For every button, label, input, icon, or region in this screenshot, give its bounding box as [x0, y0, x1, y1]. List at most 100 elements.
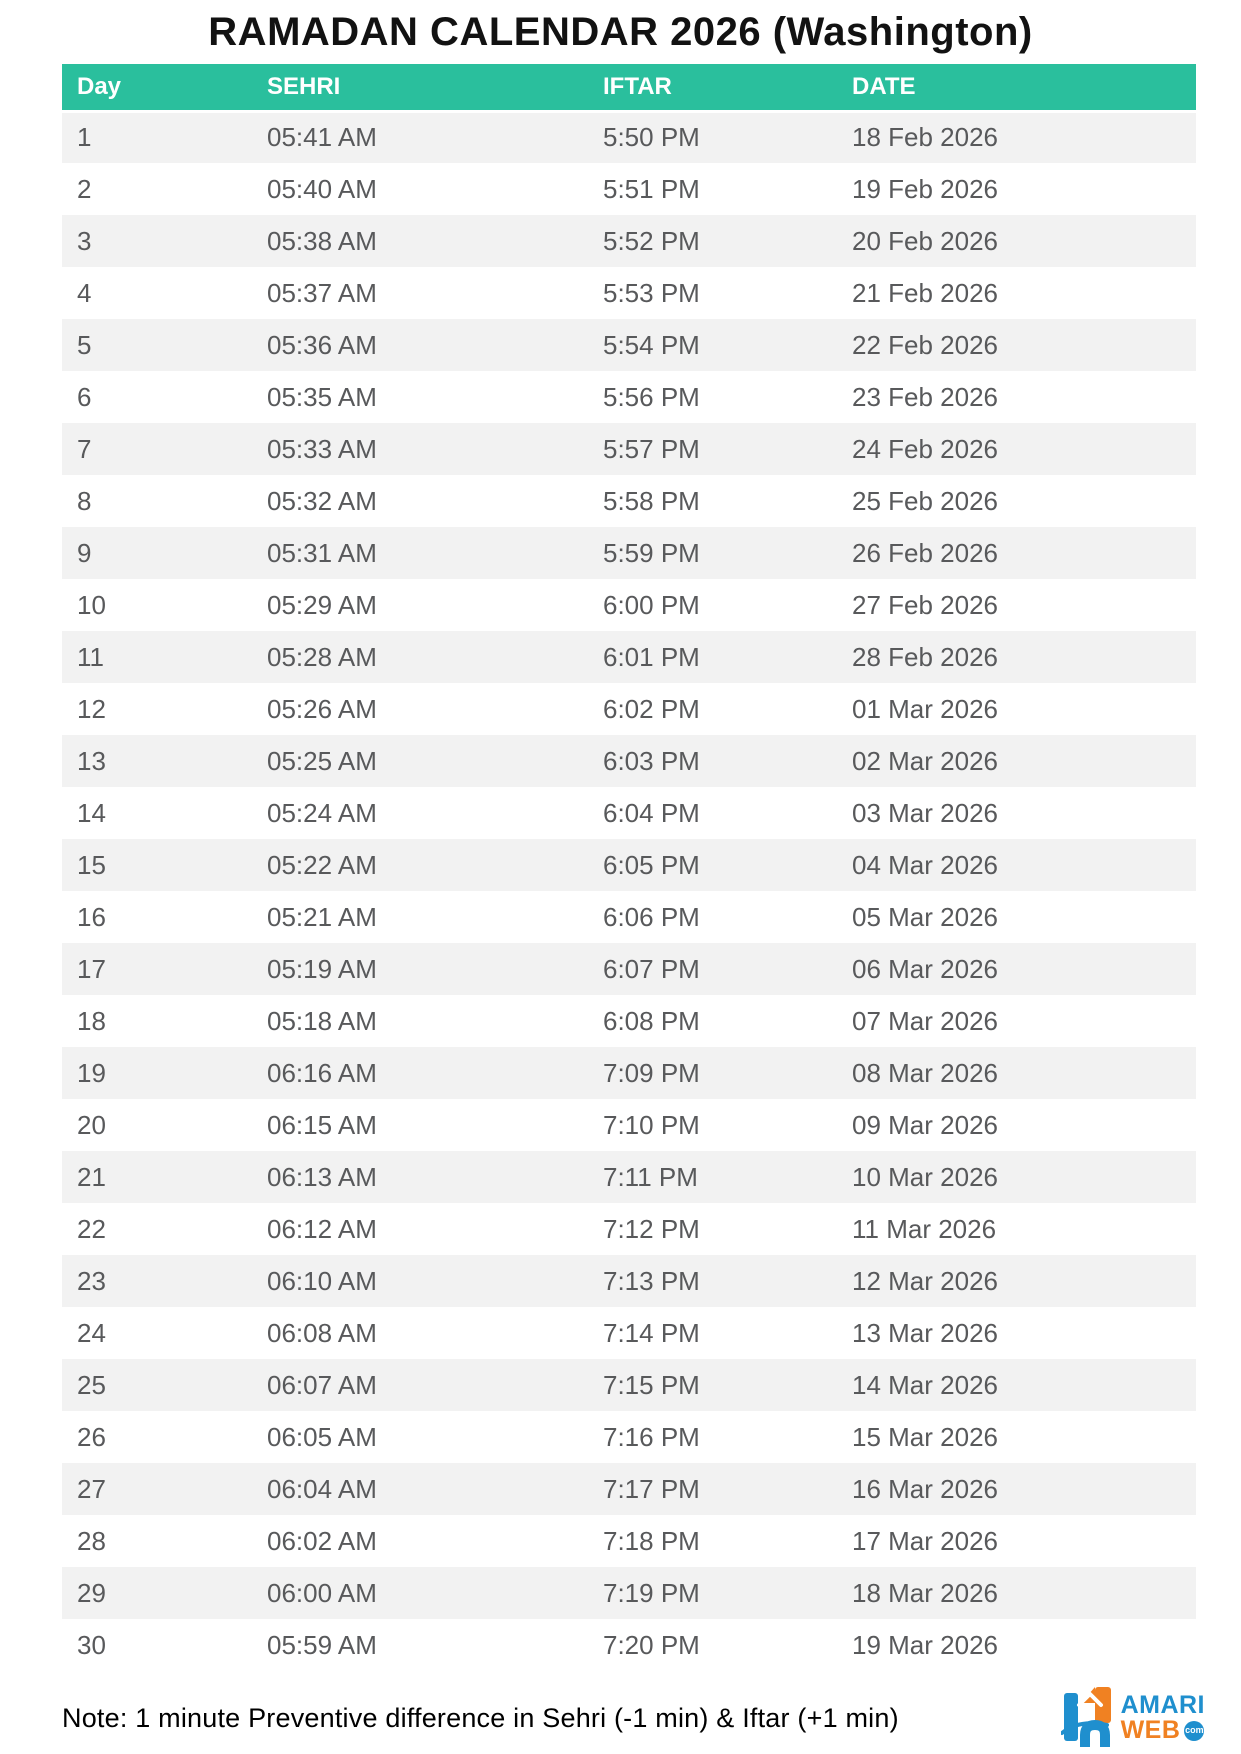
iftar-cell: 6:00 PM	[588, 579, 837, 631]
date-cell: 06 Mar 2026	[837, 943, 1196, 995]
iftar-cell: 7:13 PM	[588, 1255, 837, 1307]
sehri-cell: 06:12 AM	[252, 1203, 588, 1255]
table-row: 23 06:10 AM 7:13 PM 12 Mar 2026	[62, 1255, 1196, 1307]
day-cell: 4	[62, 267, 252, 319]
table-row: 22 06:12 AM 7:12 PM 11 Mar 2026	[62, 1203, 1196, 1255]
date-cell: 25 Feb 2026	[837, 475, 1196, 527]
sehri-cell: 06:00 AM	[252, 1567, 588, 1619]
date-cell: 23 Feb 2026	[837, 371, 1196, 423]
table-row: 10 05:29 AM 6:00 PM 27 Feb 2026	[62, 579, 1196, 631]
day-cell: 2	[62, 163, 252, 215]
iftar-cell: 5:58 PM	[588, 475, 837, 527]
day-cell: 19	[62, 1047, 252, 1099]
iftar-cell: 6:07 PM	[588, 943, 837, 995]
iftar-cell: 5:59 PM	[588, 527, 837, 579]
day-cell: 25	[62, 1359, 252, 1411]
day-cell: 24	[62, 1307, 252, 1359]
table-row: 1 05:41 AM 5:50 PM 18 Feb 2026	[62, 111, 1196, 163]
logo-text-amari: AMARI	[1120, 1691, 1205, 1719]
table-row: 8 05:32 AM 5:58 PM 25 Feb 2026	[62, 475, 1196, 527]
date-column-header: DATE	[837, 64, 1196, 113]
day-cell: 17	[62, 943, 252, 995]
sehri-cell: 06:08 AM	[252, 1307, 588, 1359]
iftar-cell: 6:08 PM	[588, 995, 837, 1047]
sehri-cell: 06:04 AM	[252, 1463, 588, 1515]
iftar-cell: 7:14 PM	[588, 1307, 837, 1359]
sehri-cell: 06:10 AM	[252, 1255, 588, 1307]
table-row: 19 06:16 AM 7:09 PM 08 Mar 2026	[62, 1047, 1196, 1099]
sehri-cell: 05:31 AM	[252, 527, 588, 579]
day-cell: 5	[62, 319, 252, 371]
date-cell: 13 Mar 2026	[837, 1307, 1196, 1359]
hamariweb-logo-icon	[1060, 1687, 1111, 1747]
table-row: 9 05:31 AM 5:59 PM 26 Feb 2026	[62, 527, 1196, 579]
day-cell: 8	[62, 475, 252, 527]
iftar-cell: 6:03 PM	[588, 735, 837, 787]
table-row: 18 05:18 AM 6:08 PM 07 Mar 2026	[62, 995, 1196, 1047]
iftar-cell: 6:02 PM	[588, 683, 837, 735]
preventive-difference-note: Note: 1 minute Preventive difference in …	[62, 1702, 899, 1733]
day-cell: 28	[62, 1515, 252, 1567]
sehri-cell: 05:32 AM	[252, 475, 588, 527]
sehri-cell: 05:18 AM	[252, 995, 588, 1047]
iftar-cell: 5:53 PM	[588, 267, 837, 319]
date-cell: 04 Mar 2026	[837, 839, 1196, 891]
date-cell: 19 Feb 2026	[837, 163, 1196, 215]
day-cell: 9	[62, 527, 252, 579]
day-cell: 30	[62, 1619, 252, 1671]
table-header-row: Day SEHRI IFTAR DATE	[62, 64, 1196, 113]
table-row: 12 05:26 AM 6:02 PM 01 Mar 2026	[62, 683, 1196, 735]
date-cell: 18 Mar 2026	[837, 1567, 1196, 1619]
table-row: 13 05:25 AM 6:03 PM 02 Mar 2026	[62, 735, 1196, 787]
table-row: 21 06:13 AM 7:11 PM 10 Mar 2026	[62, 1151, 1196, 1203]
date-cell: 24 Feb 2026	[837, 423, 1196, 475]
day-cell: 6	[62, 371, 252, 423]
iftar-column-header: IFTAR	[588, 64, 837, 113]
date-cell: 11 Mar 2026	[837, 1203, 1196, 1255]
table-row: 25 06:07 AM 7:15 PM 14 Mar 2026	[62, 1359, 1196, 1411]
sehri-cell: 05:40 AM	[252, 163, 588, 215]
date-cell: 07 Mar 2026	[837, 995, 1196, 1047]
iftar-cell: 5:56 PM	[588, 371, 837, 423]
table-row: 15 05:22 AM 6:05 PM 04 Mar 2026	[62, 839, 1196, 891]
day-cell: 3	[62, 215, 252, 267]
date-cell: 08 Mar 2026	[837, 1047, 1196, 1099]
hamariweb-logo[interactable]: AMARI WEB com	[1060, 1685, 1205, 1751]
page-title: RAMADAN CALENDAR 2026 (Washington)	[208, 10, 1033, 54]
iftar-cell: 7:11 PM	[588, 1151, 837, 1203]
sehri-cell: 05:37 AM	[252, 267, 588, 319]
date-cell: 21 Feb 2026	[837, 267, 1196, 319]
sehri-cell: 06:02 AM	[252, 1515, 588, 1567]
date-cell: 28 Feb 2026	[837, 631, 1196, 683]
date-cell: 22 Feb 2026	[837, 319, 1196, 371]
table-row: 5 05:36 AM 5:54 PM 22 Feb 2026	[62, 319, 1196, 371]
day-cell: 14	[62, 787, 252, 839]
day-cell: 21	[62, 1151, 252, 1203]
table-row: 29 06:00 AM 7:19 PM 18 Mar 2026	[62, 1567, 1196, 1619]
date-cell: 12 Mar 2026	[837, 1255, 1196, 1307]
sehri-cell: 05:59 AM	[252, 1619, 588, 1671]
sehri-cell: 05:19 AM	[252, 943, 588, 995]
day-cell: 20	[62, 1099, 252, 1151]
day-column-header: Day	[62, 64, 252, 113]
iftar-cell: 5:51 PM	[588, 163, 837, 215]
hamariweb-logo-text: AMARI WEB com	[1121, 1693, 1205, 1743]
date-cell: 26 Feb 2026	[837, 527, 1196, 579]
iftar-cell: 7:09 PM	[588, 1047, 837, 1099]
table-row: 17 05:19 AM 6:07 PM 06 Mar 2026	[62, 943, 1196, 995]
iftar-cell: 5:57 PM	[588, 423, 837, 475]
table-row: 28 06:02 AM 7:18 PM 17 Mar 2026	[62, 1515, 1196, 1567]
footer: Note: 1 minute Preventive difference in …	[0, 1682, 1241, 1754]
date-cell: 14 Mar 2026	[837, 1359, 1196, 1411]
sehri-cell: 05:24 AM	[252, 787, 588, 839]
day-cell: 23	[62, 1255, 252, 1307]
sehri-cell: 05:41 AM	[252, 111, 588, 163]
iftar-cell: 7:12 PM	[588, 1203, 837, 1255]
table-row: 11 05:28 AM 6:01 PM 28 Feb 2026	[62, 631, 1196, 683]
day-cell: 12	[62, 683, 252, 735]
day-cell: 11	[62, 631, 252, 683]
iftar-cell: 7:20 PM	[588, 1619, 837, 1671]
date-cell: 02 Mar 2026	[837, 735, 1196, 787]
sehri-cell: 06:05 AM	[252, 1411, 588, 1463]
